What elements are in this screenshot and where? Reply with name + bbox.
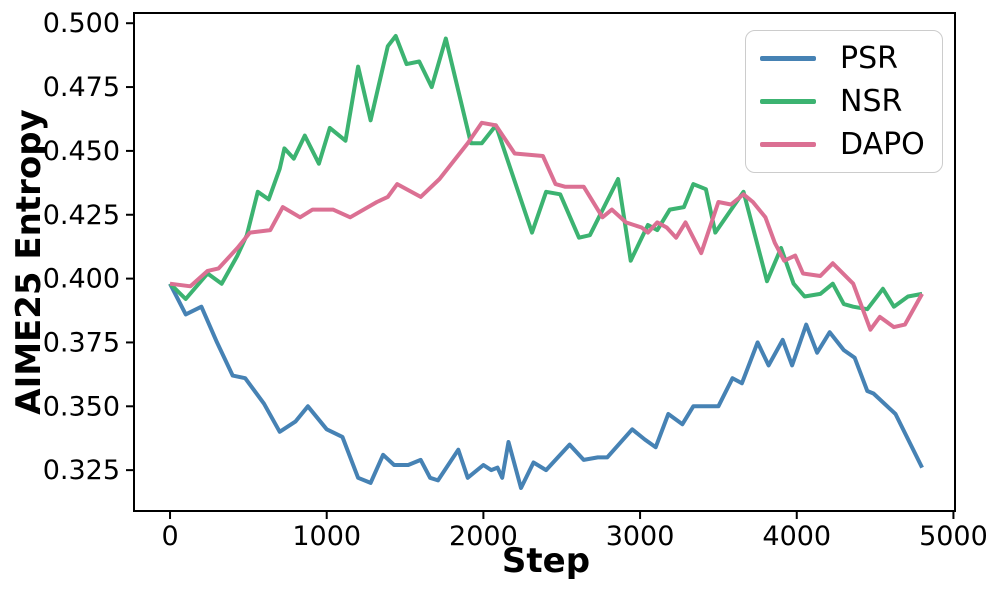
y-tick-label: 0.350 [43,391,120,422]
x-tick-label: 1000 [292,521,361,552]
plot-border [133,12,956,512]
x-tick-label: 3000 [606,521,675,552]
legend-label-dapo: DAPO [840,126,925,162]
psr-line-swatch [760,56,816,61]
legend-label-psr: PSR [840,40,898,76]
series-lines [168,34,924,490]
x-tick-label: 0 [161,521,178,552]
y-tick-label: 0.500 [43,8,120,39]
legend: PSR NSR DAPO [745,30,943,173]
plot-area [133,12,956,512]
x-tick-label: 2000 [449,521,518,552]
axis-ticks: 0 1000 2000 3000 4000 5000 0.325 0.350 0.375 0.40… [43,8,988,552]
dapo-line-swatch [760,142,816,147]
y-tick-label: 0.475 [43,72,120,103]
series-line-nsr [168,34,923,312]
x-tick-label: 5000 [919,521,988,552]
legend-item-dapo: DAPO [760,126,942,162]
y-tick-label: 0.400 [43,264,120,295]
y-tick-label: 0.375 [43,327,120,358]
nsr-line-swatch [760,99,816,104]
legend-item-psr: PSR [760,40,942,76]
legend-label-nsr: NSR [840,83,903,119]
legend-item-nsr: NSR [760,83,942,119]
y-tick-label: 0.450 [43,136,120,167]
series-line-dapo [169,120,924,332]
series-line-psr [168,282,924,490]
y-tick-label: 0.425 [43,200,120,231]
y-axis-label: AIME25 Entropy [9,109,49,415]
x-axis-label: Step [502,541,590,581]
y-tick-label: 0.325 [43,455,120,486]
x-tick-label: 4000 [762,521,831,552]
